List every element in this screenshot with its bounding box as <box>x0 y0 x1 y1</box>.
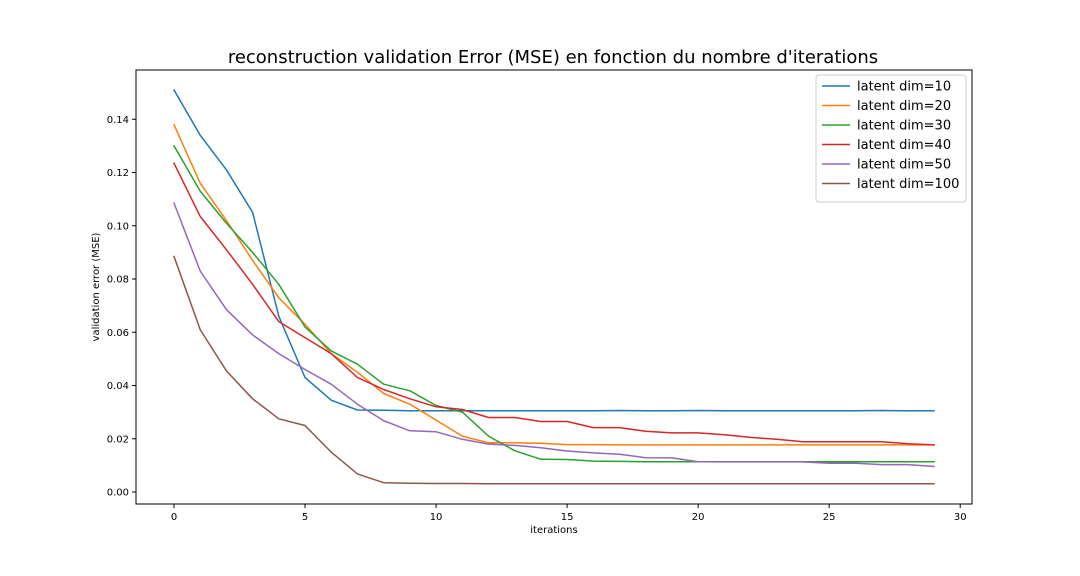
x-axis-label: iterations <box>530 525 577 536</box>
legend-label: latent dim=20 <box>857 99 951 114</box>
legend-label: latent dim=50 <box>857 158 951 173</box>
x-tick-label: 0 <box>171 512 177 523</box>
legend-label: latent dim=40 <box>857 138 951 153</box>
series-line-5 <box>173 202 935 468</box>
plot-area <box>172 88 935 485</box>
legend-label: latent dim=30 <box>857 119 951 134</box>
x-tick-label: 5 <box>302 512 308 523</box>
y-tick-label: 0.08 <box>107 275 129 286</box>
y-tick-label: 0.10 <box>107 221 129 232</box>
legend-label: latent dim=10 <box>857 80 951 95</box>
y-axis: 0.00 0.02 0.04 0.06 0.08 0.10 0.12 0.14 <box>107 115 136 499</box>
y-tick-label: 0.12 <box>107 168 129 179</box>
y-axis-label: validation error (MSE) <box>91 232 102 341</box>
series-line-6 <box>173 255 935 485</box>
x-tick-label: 30 <box>954 512 967 523</box>
x-tick-label: 20 <box>692 512 705 523</box>
y-tick-label: 0.00 <box>107 488 129 499</box>
legend-box <box>815 74 967 203</box>
y-tick-label: 0.06 <box>107 328 129 339</box>
x-tick-label: 10 <box>430 512 443 523</box>
y-tick-label: 0.04 <box>107 381 129 392</box>
y-tick-label: 0.14 <box>107 115 129 126</box>
y-tick-label: 0.02 <box>107 434 129 445</box>
legend: latent dim=10 latent dim=20 latent dim=30 l… <box>815 74 967 203</box>
series-line-4 <box>172 162 935 446</box>
legend-label: latent dim=100 <box>857 177 959 192</box>
x-tick-label: 25 <box>823 512 836 523</box>
chart-title: reconstruction validation Error (MSE) en… <box>228 47 878 68</box>
plot-frame <box>135 69 973 505</box>
x-axis: 0 5 10 15 20 25 30 <box>171 504 967 523</box>
x-tick-label: 15 <box>561 512 574 523</box>
